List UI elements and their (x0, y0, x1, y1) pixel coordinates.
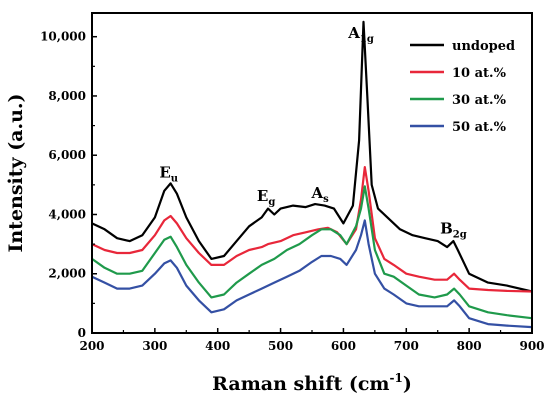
series-layer (91, 20, 533, 329)
y-tick-label: 4,000 (48, 207, 86, 221)
x-tick-label: 800 (457, 339, 482, 353)
ticks-layer: 200 300 400 500 600 700 800 900 0 2,000 4,000 6,000… (40, 30, 544, 353)
x-tick-label: 200 (79, 339, 104, 353)
y-tick-label: 2,000 (48, 267, 86, 281)
y-tick-label: 6,000 (48, 148, 86, 162)
series-line-3 (91, 219, 533, 329)
y-axis-label: Intensity (a.u.) (5, 93, 27, 252)
x-tick-label: 400 (205, 339, 230, 353)
annotation-layer: Eu Eg As A1g B2g (159, 24, 466, 241)
x-tick-label: 300 (142, 339, 167, 353)
peak-label-3: A1g (347, 24, 374, 45)
y-tick-label: 10,000 (40, 30, 86, 44)
x-tick-label: 600 (331, 339, 356, 353)
series-line-2 (91, 185, 533, 320)
x-axis-label: Raman shift (cm-1) (212, 371, 412, 395)
legend: undoped 10 at.% 30 at.% 50 at.% (410, 39, 515, 135)
peak-label-4: B2g (440, 220, 467, 241)
series-line-0 (91, 20, 533, 293)
x-tick-label: 900 (519, 339, 544, 353)
legend-label-3: 50 at.% (452, 120, 507, 135)
legend-label-0: undoped (452, 39, 515, 54)
x-tick-label: 500 (268, 339, 293, 353)
y-tick-label: 0 (78, 326, 86, 340)
legend-label-1: 10 at.% (452, 66, 507, 81)
y-tick-label: 8,000 (48, 89, 86, 103)
series-line-1 (91, 166, 533, 293)
peak-label-2: As (311, 184, 330, 205)
peak-label-0: Eu (159, 163, 178, 184)
x-tick-label: 700 (394, 339, 419, 353)
legend-label-2: 30 at.% (452, 93, 507, 108)
peak-label-1: Eg (257, 187, 275, 208)
